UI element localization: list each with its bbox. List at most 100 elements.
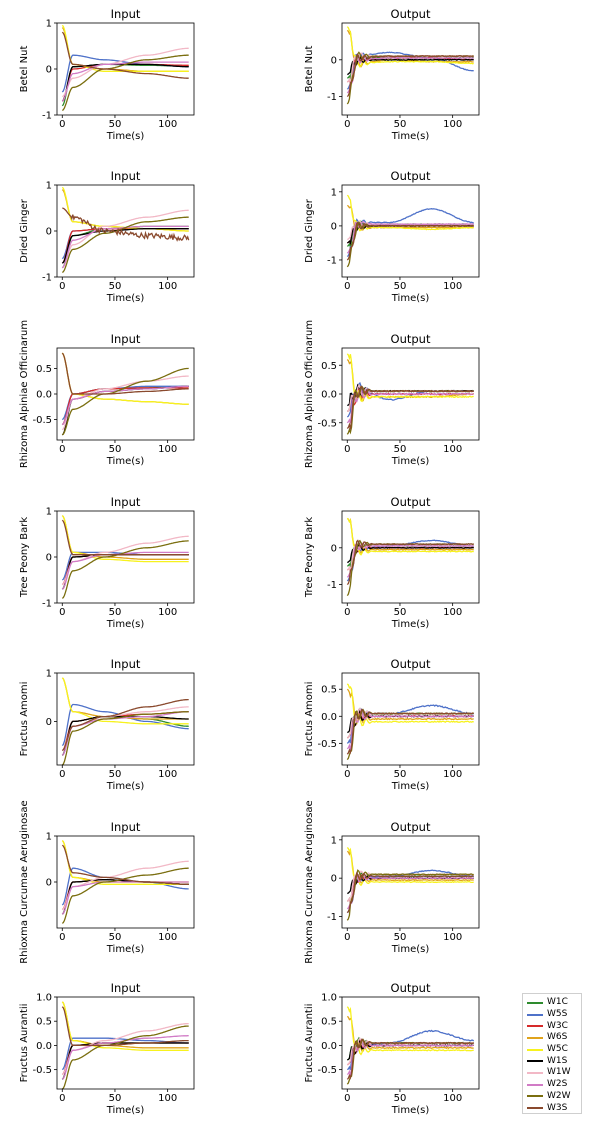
series-group [346,1006,475,1085]
legend-label: W2W [547,1090,571,1101]
x-axis-label: Time(s) [391,456,430,467]
y-tick-label: -0.5 [317,1065,337,1076]
series-line-W3S [346,871,474,914]
series-line-W2S [61,881,189,915]
series-line-W2S [346,388,474,424]
y-axis-label: Dried Ginger [19,198,30,263]
y-tick-label: 0 [46,65,52,76]
x-tick-label: 0 [344,932,350,943]
legend: W1C W5S W3C W6S W5C W1S W1W W2S W2W W3S [522,993,582,1114]
series-line-W3S [346,53,474,98]
series-line-W5C [346,194,474,232]
series-line-W2S [61,385,189,426]
x-tick-label: 100 [158,1093,177,1104]
x-axis-label: Time(s) [391,944,430,955]
legend-item-W5C: W5C [527,1044,581,1056]
y-axis-label: Rhizoma Alpiniae Officinarum [304,320,315,468]
y-tick-label: 0.5 [321,685,337,696]
series-line-W5C [61,1001,189,1051]
x-tick-label: 100 [443,1093,462,1104]
y-tick-label: 1 [46,507,52,518]
x-tick-label: 0 [59,1093,65,1104]
x-tick-label: 0 [344,119,350,130]
axes-frame [341,22,480,116]
y-axis-label: Rhizoma Alpiniae Officinarum [19,320,30,468]
series-line-W2W [346,869,474,921]
series-line-W2W [61,367,189,436]
legend-swatch [527,1001,543,1004]
series-line-W2W [61,867,189,924]
series-line-W6S [61,840,189,883]
y-axis-label: Tree Peony Bark [304,517,315,598]
series-line-W2S [346,874,474,910]
legend-item-W3S: W3S [527,1102,581,1114]
y-tick-label: 0 [331,55,337,66]
y-axis-label: Rhioxma Curcumae Aeruginosae [19,800,30,963]
series-group [61,1001,189,1089]
legend-swatch [527,1036,543,1039]
legend-item-W6S: W6S [527,1032,581,1044]
x-tick-label: 100 [443,281,462,292]
y-axis-label: Fructus Amomi [304,682,315,757]
series-line-W1W [346,383,474,412]
series-line-W5C [346,517,474,556]
chart-title: Output [391,657,431,671]
legend-swatch [527,1060,543,1063]
series-line-W5C [346,683,474,727]
x-tick-label: 100 [443,769,462,780]
legend-item-W3C: W3C [527,1020,581,1032]
series-line-W3S [61,519,189,556]
series-line-W3S [346,708,474,755]
x-tick-label: 0 [59,119,65,130]
y-axis-label: Fructus Aurantii [304,1004,315,1083]
y-tick-label: 0 [331,874,337,885]
x-tick-label: 50 [109,119,122,130]
y-tick-label: -1 [327,580,337,591]
chart-title: Output [391,495,431,509]
y-tick-label: -0.5 [32,1065,52,1076]
x-tick-label: 100 [443,444,462,455]
x-axis-label: Time(s) [106,781,145,792]
chart-title: Input [111,820,141,834]
legend-label: W3S [547,1102,568,1113]
legend-swatch [527,1083,543,1086]
legend-swatch [527,1095,543,1098]
chart-panel-output-2: Output 0 50 100 Time(s) 1 0 -1 Dried Ginger [304,169,480,304]
x-tick-label: 0 [59,281,65,292]
x-tick-label: 50 [394,932,407,943]
series-line-W3S [61,31,189,79]
x-axis-label: Time(s) [106,293,145,304]
y-tick-label: -1 [42,111,52,122]
chart-title: Output [391,169,431,183]
x-tick-label: 50 [109,444,122,455]
x-tick-label: 100 [443,119,462,130]
series-group [346,847,474,921]
x-tick-label: 0 [344,607,350,618]
chart-title: Input [111,169,141,183]
axes-frame [341,835,480,929]
x-axis-label: Time(s) [106,1105,145,1116]
y-tick-label: -1 [42,273,52,284]
series-line-W5C [61,352,189,405]
series-line-W2S [346,710,474,751]
x-tick-label: 50 [109,607,122,618]
x-tick-label: 100 [158,607,177,618]
series-line-W1W [61,860,189,911]
y-tick-label: -0.5 [317,418,337,429]
x-tick-label: 0 [344,1093,350,1104]
y-axis-label: Fructus Aurantii [19,1004,30,1083]
y-axis-label: Rhioxma Curcumae Aeruginosae [304,800,315,963]
chart-title: Input [111,7,141,21]
x-tick-label: 50 [394,281,407,292]
legend-item-W5S: W5S [527,1009,581,1021]
x-tick-label: 0 [344,281,350,292]
y-tick-label: 1 [46,19,52,30]
y-axis-label: Fructus Amomi [19,682,30,757]
x-tick-label: 50 [109,1093,122,1104]
x-axis-label: Time(s) [106,944,145,955]
series-group [346,517,474,596]
legend-label: W1S [547,1055,568,1066]
series-line-W2W [61,54,189,111]
